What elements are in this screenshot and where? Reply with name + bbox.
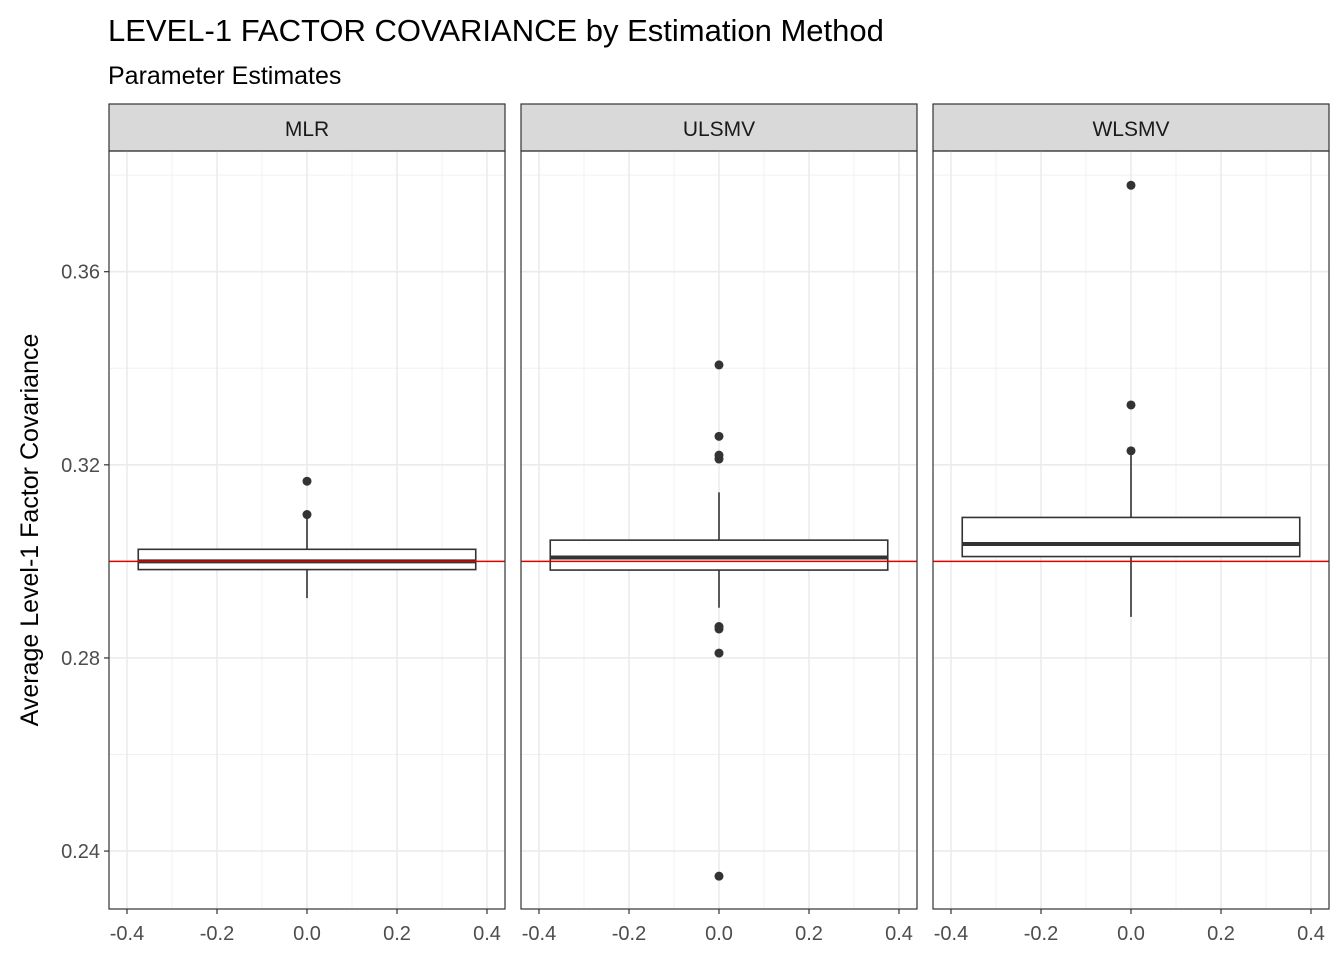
y-tick-label: 0.36 bbox=[61, 262, 100, 284]
x-tick-label: 0.4 bbox=[473, 923, 501, 945]
outlier-point bbox=[302, 476, 312, 486]
y-tick-label: 0.32 bbox=[61, 455, 100, 477]
y-axis: 0.24 0.28 0.32 0.36 bbox=[61, 262, 109, 863]
outlier-point bbox=[714, 431, 724, 441]
outlier-point bbox=[1126, 446, 1136, 456]
facet-panels: MLR -0.4 -0.2 0.0 0.2 0.4 ULSMV -0.4 -0.2 0.0 0.2 0… bbox=[108, 103, 1330, 945]
facet-panel-wlsmv: WLSMV -0.4 -0.2 0.0 0.2 0.4 bbox=[932, 103, 1330, 945]
outlier-point bbox=[714, 622, 724, 632]
outlier-point bbox=[1126, 400, 1136, 410]
x-tick-label: -0.2 bbox=[1024, 923, 1058, 945]
facet-panel-mlr: MLR -0.4 -0.2 0.0 0.2 0.4 bbox=[108, 103, 506, 945]
facet-strip-label: ULSMV bbox=[683, 118, 755, 141]
facet-strip bbox=[932, 103, 1330, 152]
outlier-point bbox=[714, 360, 724, 370]
y-tick-label: 0.28 bbox=[61, 648, 100, 670]
facet-strip bbox=[108, 103, 506, 152]
x-tick-label: 0.0 bbox=[293, 923, 321, 945]
outlier-point bbox=[1126, 180, 1136, 190]
x-tick-label: -0.4 bbox=[110, 923, 144, 945]
outlier-point bbox=[302, 510, 312, 520]
x-tick-label: 0.2 bbox=[383, 923, 411, 945]
outlier-point bbox=[714, 871, 724, 881]
x-tick-label: 0.2 bbox=[795, 923, 823, 945]
x-tick-label: -0.2 bbox=[200, 923, 234, 945]
chart-title: LEVEL-1 FACTOR COVARIANCE by Estimation … bbox=[108, 13, 884, 48]
x-tick-label: -0.4 bbox=[934, 923, 968, 945]
facet-strip bbox=[520, 103, 918, 152]
x-tick-label: -0.4 bbox=[522, 923, 556, 945]
x-tick-label: 0.0 bbox=[705, 923, 733, 945]
facet-panel-ulsmv: ULSMV -0.4 -0.2 0.0 0.2 0.4 bbox=[520, 103, 918, 945]
outlier-point bbox=[714, 648, 724, 658]
box bbox=[961, 516, 1301, 558]
facet-strip-label: WLSMV bbox=[1092, 118, 1169, 141]
x-tick-label: 0.2 bbox=[1207, 923, 1235, 945]
x-tick-label: 0.4 bbox=[1297, 923, 1325, 945]
y-axis-label: Average Level-1 Factor Covariance bbox=[16, 334, 44, 727]
chart-subtitle: Parameter Estimates bbox=[108, 62, 341, 90]
x-tick-label: 0.4 bbox=[885, 923, 913, 945]
box bbox=[549, 539, 889, 571]
x-tick-label: 0.0 bbox=[1117, 923, 1145, 945]
facet-strip-label: MLR bbox=[285, 118, 329, 141]
x-tick-label: -0.2 bbox=[612, 923, 646, 945]
y-tick-label: 0.24 bbox=[61, 841, 100, 863]
outlier-point bbox=[714, 450, 724, 460]
